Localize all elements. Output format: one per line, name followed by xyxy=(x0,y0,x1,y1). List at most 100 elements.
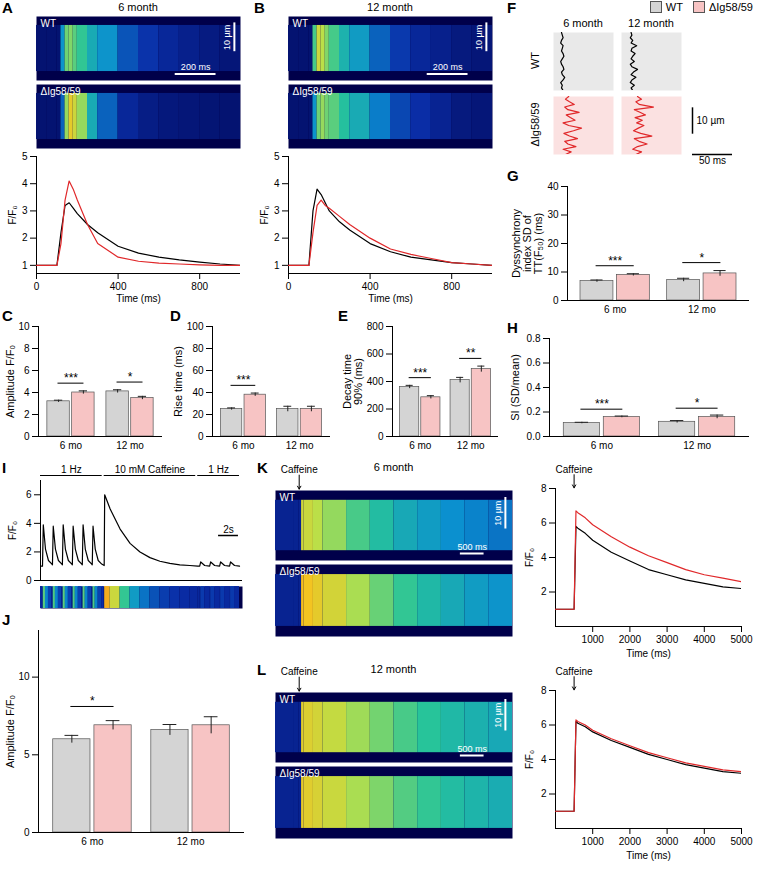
svg-text:6 mo: 6 mo xyxy=(81,836,104,847)
svg-text:8: 8 xyxy=(541,483,547,494)
svg-text:2: 2 xyxy=(274,232,280,243)
svg-text:8: 8 xyxy=(541,685,547,696)
svg-text:*: * xyxy=(90,694,95,708)
svg-text:4: 4 xyxy=(24,387,30,398)
svg-text:10 µm: 10 µm xyxy=(474,25,484,50)
svg-text:Caffeine: Caffeine xyxy=(556,464,594,475)
svg-text:***: *** xyxy=(236,373,250,387)
svg-text:4000: 4000 xyxy=(693,836,716,847)
svg-text:2: 2 xyxy=(24,409,30,420)
svg-text:100: 100 xyxy=(187,321,204,332)
svg-text:1: 1 xyxy=(22,260,28,271)
svg-text:0: 0 xyxy=(286,281,292,292)
svg-text:1: 1 xyxy=(274,260,280,271)
svg-text:500 ms: 500 ms xyxy=(457,744,487,754)
svg-text:4: 4 xyxy=(541,754,547,765)
svg-text:0.0: 0.0 xyxy=(527,431,541,442)
svg-text:SI (SD/mean): SI (SD/mean) xyxy=(509,354,521,421)
svg-text:F/F₀: F/F₀ xyxy=(259,205,270,224)
svg-text:400: 400 xyxy=(110,281,127,292)
svg-text:0.8: 0.8 xyxy=(527,333,541,344)
svg-text:6 mo: 6 mo xyxy=(60,440,83,451)
svg-text:*: * xyxy=(699,251,704,265)
svg-text:2: 2 xyxy=(541,586,547,597)
svg-text:10 µm: 10 µm xyxy=(697,115,725,126)
svg-text:20: 20 xyxy=(547,238,559,249)
svg-text:4: 4 xyxy=(274,178,280,189)
svg-text:1 Hz: 1 Hz xyxy=(61,464,82,475)
svg-text:Caffeine: Caffeine xyxy=(281,666,319,677)
svg-text:10: 10 xyxy=(18,671,30,682)
svg-text:4: 4 xyxy=(541,552,547,563)
svg-text:F/F₀: F/F₀ xyxy=(7,521,18,540)
svg-text:ΔIg58/59: ΔIg58/59 xyxy=(280,566,320,577)
svg-text:40: 40 xyxy=(192,387,204,398)
svg-text:ΔIg58/59: ΔIg58/59 xyxy=(41,86,81,97)
svg-text:1000: 1000 xyxy=(582,634,605,645)
svg-text:6 mo: 6 mo xyxy=(232,440,255,451)
svg-text:12 mo: 12 mo xyxy=(286,440,314,451)
svg-text:10 µm: 10 µm xyxy=(222,25,232,50)
svg-text:80: 80 xyxy=(192,343,204,354)
svg-text:Amplitude F/F₀: Amplitude F/F₀ xyxy=(4,345,16,418)
svg-text:5000: 5000 xyxy=(730,836,753,847)
svg-text:10 µm: 10 µm xyxy=(493,703,503,728)
svg-text:400: 400 xyxy=(367,376,384,387)
svg-text:200: 200 xyxy=(367,403,384,414)
svg-text:0: 0 xyxy=(198,431,204,442)
svg-text:20: 20 xyxy=(192,409,204,420)
svg-text:12 mo: 12 mo xyxy=(457,440,485,451)
svg-text:Dyssynchronyindex SD ofTT(F₅₀): Dyssynchronyindex SD ofTT(F₅₀) (ms) xyxy=(510,208,544,278)
svg-text:800: 800 xyxy=(367,321,384,332)
svg-text:5: 5 xyxy=(22,151,28,162)
svg-text:Time (ms): Time (ms) xyxy=(626,648,671,659)
svg-text:400: 400 xyxy=(362,281,379,292)
svg-text:F/F₀: F/F₀ xyxy=(7,205,18,224)
svg-text:5000: 5000 xyxy=(730,634,753,645)
svg-text:6: 6 xyxy=(541,517,547,528)
svg-text:1000: 1000 xyxy=(582,836,605,847)
svg-text:200 ms: 200 ms xyxy=(181,62,211,72)
svg-text:2: 2 xyxy=(22,232,28,243)
svg-text:Decay time90% (ms): Decay time90% (ms) xyxy=(341,354,364,409)
svg-text:WT: WT xyxy=(280,694,296,705)
svg-text:6 mo: 6 mo xyxy=(604,304,627,315)
svg-text:3000: 3000 xyxy=(656,836,679,847)
svg-text:Caffeine: Caffeine xyxy=(556,666,594,677)
svg-text:Time (ms): Time (ms) xyxy=(116,293,161,304)
svg-text:12 mo: 12 mo xyxy=(177,836,205,847)
svg-text:6: 6 xyxy=(26,489,32,500)
svg-text:0: 0 xyxy=(24,827,30,838)
svg-text:ΔIg58/59: ΔIg58/59 xyxy=(280,768,320,779)
svg-text:WT: WT xyxy=(41,18,57,29)
svg-text:***: *** xyxy=(64,371,78,385)
svg-text:3: 3 xyxy=(22,205,28,216)
svg-text:1 Hz: 1 Hz xyxy=(208,464,229,475)
svg-text:WT: WT xyxy=(293,18,309,29)
svg-text:6: 6 xyxy=(24,365,30,376)
svg-text:2000: 2000 xyxy=(619,634,642,645)
svg-text:0.6: 0.6 xyxy=(527,357,541,368)
svg-text:10: 10 xyxy=(547,266,559,277)
svg-text:ΔIg58/59: ΔIg58/59 xyxy=(293,86,333,97)
svg-text:500 ms: 500 ms xyxy=(457,542,487,552)
svg-text:5: 5 xyxy=(274,151,280,162)
svg-text:800: 800 xyxy=(443,281,460,292)
svg-text:WT: WT xyxy=(280,492,296,503)
svg-text:0.2: 0.2 xyxy=(527,406,541,417)
svg-text:2s: 2s xyxy=(223,524,234,535)
svg-text:F/F₀: F/F₀ xyxy=(524,750,535,769)
svg-text:10 µm: 10 µm xyxy=(493,501,503,526)
svg-text:Amplitude F/F₀: Amplitude F/F₀ xyxy=(4,695,16,768)
svg-text:*: * xyxy=(128,370,133,384)
svg-text:0: 0 xyxy=(553,295,559,306)
svg-text:6: 6 xyxy=(541,719,547,730)
svg-text:50 ms: 50 ms xyxy=(699,155,726,166)
svg-text:10: 10 xyxy=(18,321,30,332)
svg-text:0: 0 xyxy=(378,431,384,442)
svg-text:***: *** xyxy=(608,254,622,268)
svg-text:5: 5 xyxy=(24,749,30,760)
svg-text:0: 0 xyxy=(34,281,40,292)
svg-text:2: 2 xyxy=(26,546,32,557)
svg-text:12 mo: 12 mo xyxy=(683,440,711,451)
